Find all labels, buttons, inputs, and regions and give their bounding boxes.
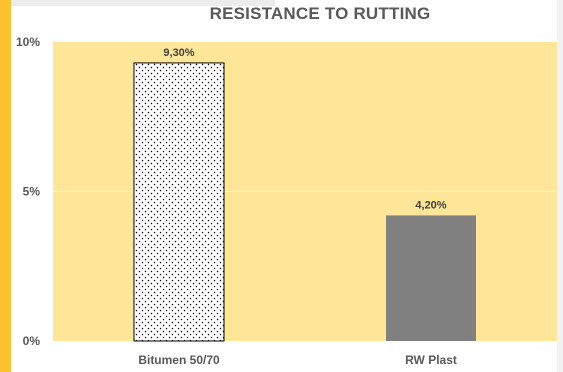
right-edge-strip — [557, 0, 563, 372]
bar-1 — [386, 215, 476, 341]
bar-0 — [133, 62, 225, 342]
category-label-1: RW Plast — [405, 353, 457, 367]
x-axis-categories: Bitumen 50/70 RW Plast — [138, 353, 457, 367]
data-labels: 9,30% 4,20% — [163, 47, 446, 211]
y-tick-label-2: 10% — [16, 35, 40, 49]
y-tick-label-0: 0% — [23, 334, 41, 348]
top-decoration-bar — [11, 0, 275, 6]
y-tick-label-1: 5% — [23, 185, 41, 199]
left-accent-bar — [0, 0, 11, 372]
data-label-0: 9,30% — [163, 47, 194, 59]
bars — [133, 62, 476, 342]
chart-title: RESISTANCE TO RUTTING — [209, 4, 431, 23]
category-label-0: Bitumen 50/70 — [138, 353, 220, 367]
y-axis-ticks: 0% 5% 10% — [16, 35, 40, 348]
data-label-1: 4,20% — [415, 199, 446, 211]
